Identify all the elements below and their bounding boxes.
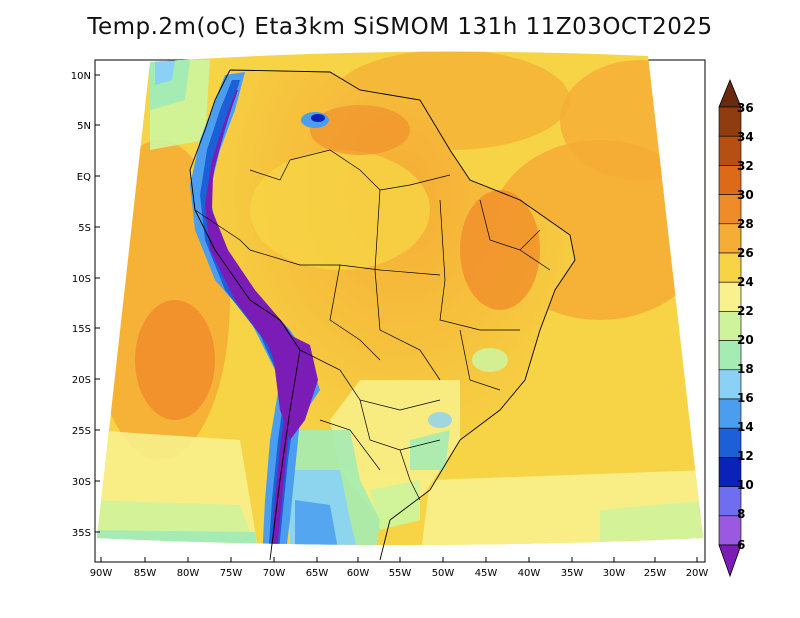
colorbar-label: 18	[737, 362, 754, 376]
colorbar-label: 8	[737, 507, 745, 521]
political-borders	[194, 149, 551, 501]
lat-tick-label: 35S	[72, 528, 91, 539]
lat-tick-label: 30S	[72, 477, 91, 488]
lat-tick-label: 5N	[77, 121, 91, 132]
colorbar-label: 30	[737, 188, 754, 202]
lat-tick-label: 10S	[72, 274, 91, 285]
lon-tick-label: 35W	[561, 568, 584, 579]
coastline	[189, 69, 576, 561]
lon-tick-label: 80W	[177, 568, 200, 579]
colorbar-label: 20	[737, 333, 754, 347]
lat-tick-label: 25S	[72, 426, 91, 437]
lat-tick-label: 20S	[72, 375, 91, 386]
colorbar-label: 12	[737, 449, 754, 463]
lat-tick-label: EQ	[77, 172, 91, 183]
colorbar-label: 16	[737, 391, 754, 405]
colorbar-label: 14	[737, 420, 754, 434]
colorbar-label: 34	[737, 130, 754, 144]
lon-tick-label: 85W	[134, 568, 157, 579]
lon-tick-label: 25W	[644, 568, 667, 579]
colorbar-bottom-arrow	[718, 544, 742, 578]
lon-tick-label: 20W	[686, 568, 709, 579]
lon-tick-label: 30W	[603, 568, 626, 579]
lon-tick-label: 45W	[475, 568, 498, 579]
colorbar-label: 32	[737, 159, 754, 173]
colorbar-label: 10	[737, 478, 754, 492]
colorbar-label: 28	[737, 217, 754, 231]
colorbar-label: 26	[737, 246, 754, 260]
colorbar-label: 24	[737, 275, 754, 289]
lat-tick-label: 10N	[71, 71, 91, 82]
lat-axis: 10N 5N EQ 5S 10S 15S 20S 25S 30S 35S	[71, 71, 100, 539]
lat-tick-label: 5S	[78, 223, 91, 234]
temperature-field	[97, 51, 703, 545]
lon-tick-label: 40W	[518, 568, 541, 579]
colorbar-label: 22	[737, 304, 754, 318]
lon-tick-label: 65W	[306, 568, 329, 579]
lon-tick-label: 70W	[263, 568, 286, 579]
lon-tick-label: 60W	[347, 568, 370, 579]
lon-axis: 90W 85W 80W 75W 70W 65W 60W 55W 50W 45W …	[90, 557, 709, 579]
map-title: Temp.2m(oC) Eta3km SiSMOM 131h 11Z03OCT2…	[87, 14, 713, 40]
colorbar-label: 36	[737, 101, 754, 115]
lon-tick-label: 90W	[90, 568, 113, 579]
lon-tick-label: 50W	[432, 568, 455, 579]
lat-tick-label: 15S	[72, 324, 91, 335]
colorbar-label: 6	[737, 538, 745, 552]
colorbar: 36 34 32 30 28 26 24 22 20 18 16 14 12 1…	[718, 78, 754, 578]
lon-tick-label: 55W	[389, 568, 412, 579]
lon-tick-label: 75W	[220, 568, 243, 579]
